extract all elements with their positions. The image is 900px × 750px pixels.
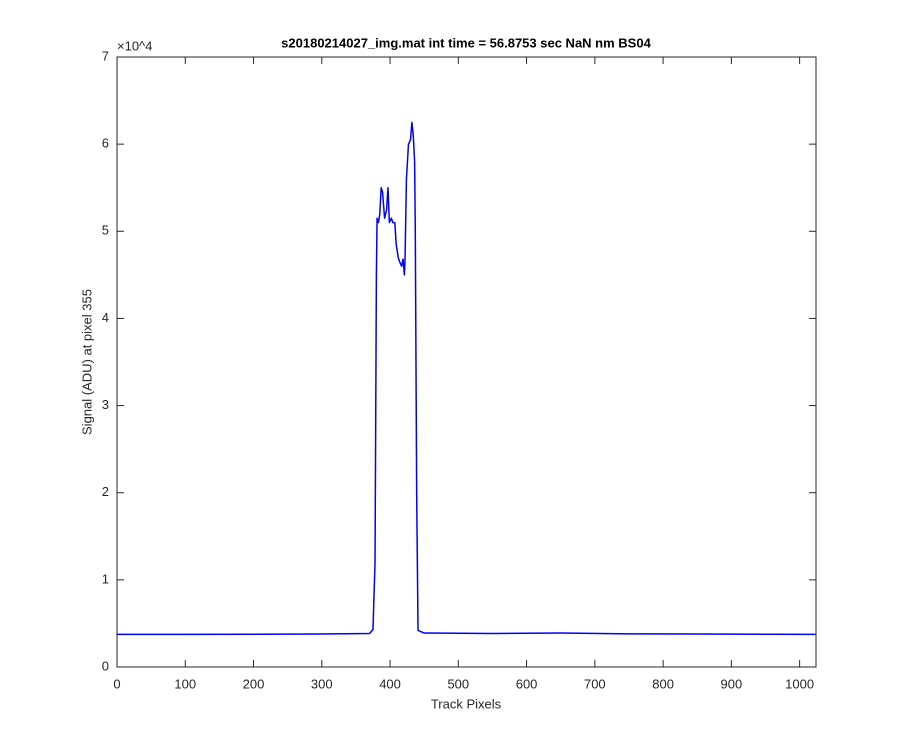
chart-title: s20180214027_img.mat int time = 56.8753 … <box>281 35 651 50</box>
y-tick-label: 5 <box>102 223 109 238</box>
x-tick-label: 700 <box>584 676 606 691</box>
y-tick-label: 1 <box>102 571 109 586</box>
y-tick-label: 2 <box>102 484 109 499</box>
y-tick-label: 6 <box>102 136 109 151</box>
x-tick-label: 600 <box>516 676 538 691</box>
x-tick-label: 500 <box>447 676 469 691</box>
x-tick-label: 900 <box>721 676 743 691</box>
y-tick-label: 7 <box>102 48 109 63</box>
data-line <box>117 121 817 636</box>
y-exponent-label: ×10^4 <box>117 38 152 53</box>
x-tick-label: 100 <box>174 676 196 691</box>
x-tick-label: 300 <box>311 676 333 691</box>
y-axis-label: Signal (ADU) at pixel 355 <box>79 289 94 435</box>
x-tick-label: 0 <box>113 676 120 691</box>
y-tick-label: 4 <box>102 310 109 325</box>
y-tick-label: 0 <box>102 658 109 673</box>
x-tick-label: 800 <box>652 676 674 691</box>
axes-box <box>116 56 817 668</box>
x-tick-label: 1000 <box>785 676 814 691</box>
x-tick-label: 200 <box>243 676 265 691</box>
y-tick-label: 3 <box>102 397 109 412</box>
x-axis-label: Track Pixels <box>431 696 502 711</box>
x-tick-label: 400 <box>379 676 401 691</box>
